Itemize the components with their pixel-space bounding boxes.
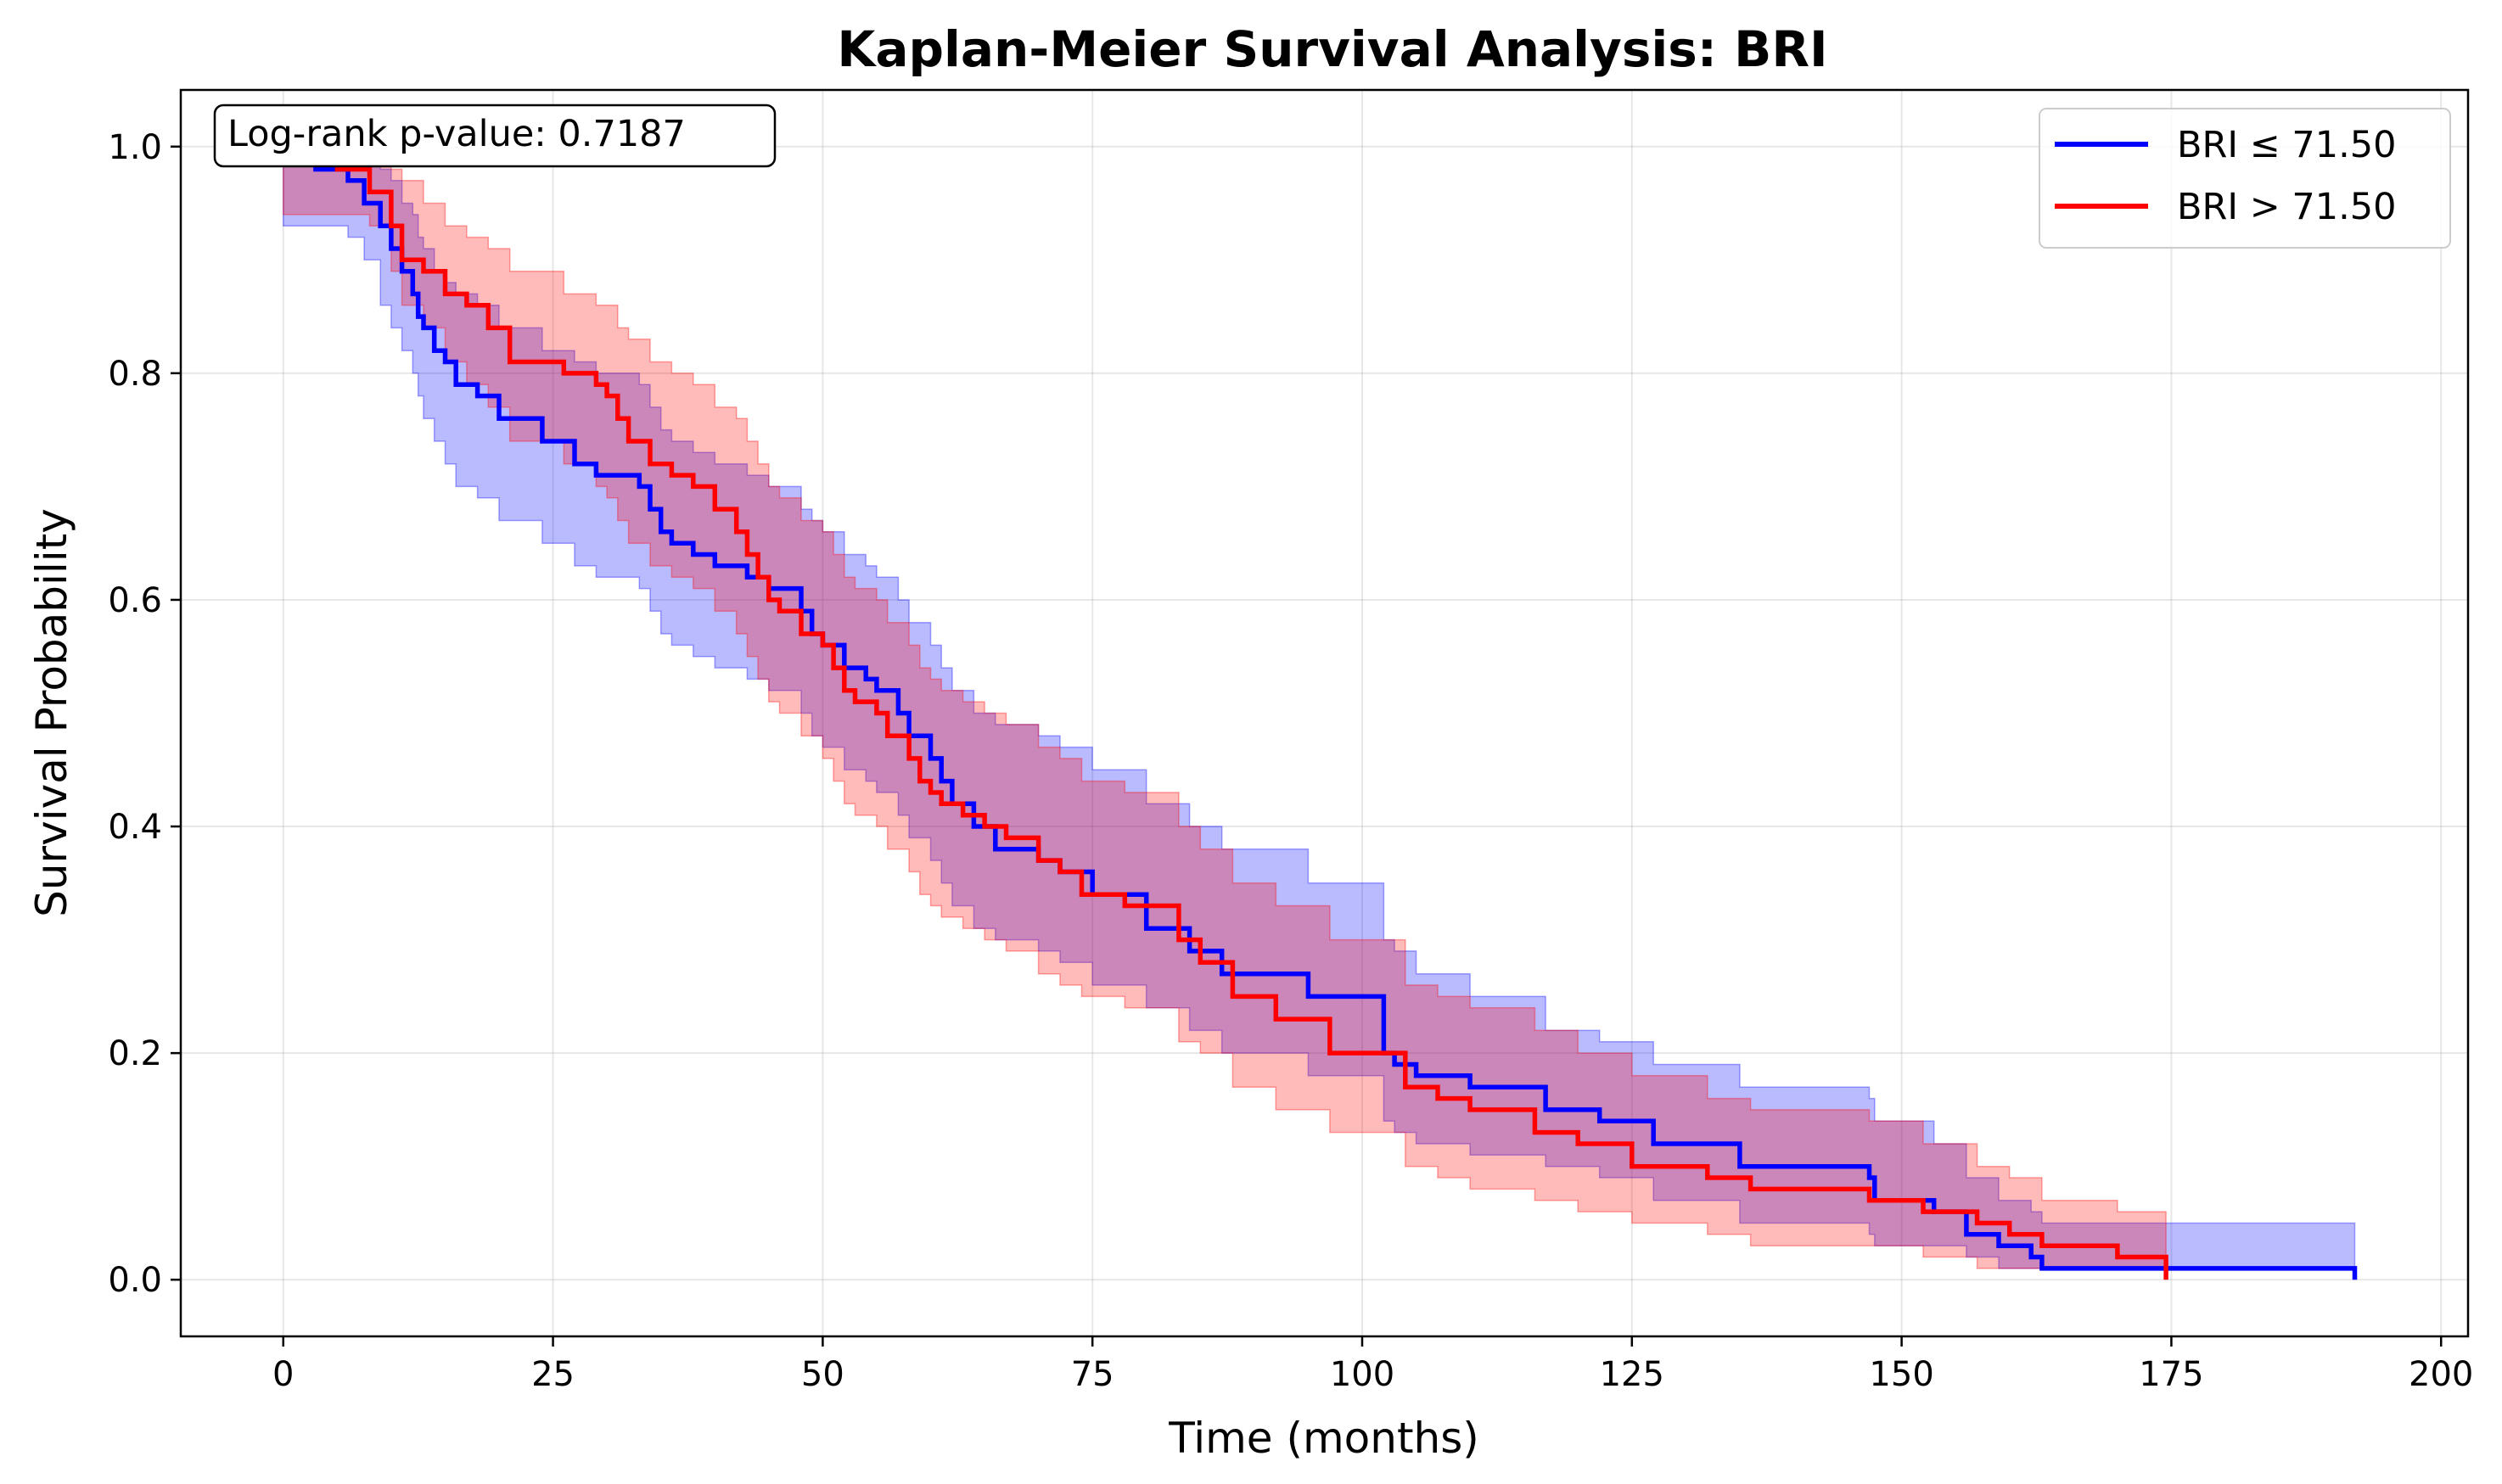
legend-label-series-0: BRI ≤ 71.50 — [2177, 124, 2397, 166]
y-axis-label: Survival Probability — [27, 508, 76, 917]
grid — [181, 90, 2468, 1336]
x-tick-label: 200 — [2409, 1355, 2473, 1394]
x-tick-label: 100 — [1330, 1355, 1394, 1394]
y-tick-label: 0.2 — [108, 1034, 162, 1073]
y-tick-label: 1.0 — [108, 128, 162, 167]
ci-band-series-1 — [283, 146, 2167, 1269]
confidence-bands — [283, 146, 2356, 1269]
ci-band-series-0 — [283, 146, 2356, 1269]
x-axis-label: Time (months) — [1168, 1414, 1479, 1463]
annotation-box — [213, 104, 777, 168]
y-tick-label: 0.4 — [108, 808, 162, 847]
survival-line-series-1 — [283, 144, 2168, 1280]
axes-frame — [179, 88, 2470, 1338]
chart-title: Kaplan-Meier Survival Analysis: BRI — [837, 20, 1827, 78]
survival-line-series-0 — [283, 144, 2358, 1280]
x-tick-label: 50 — [801, 1355, 844, 1394]
x-tick-label: 75 — [1071, 1355, 1114, 1394]
y-tick-label: 0.0 — [108, 1261, 162, 1300]
legend: BRI ≤ 71.50 BRI > 71.50 — [2039, 108, 2451, 249]
pvalue-annotation: Log-rank p-value: 0.7187 — [213, 104, 777, 168]
y-axis-ticks: 0.0 0.2 0.4 0.6 0.8 1.0 — [108, 128, 181, 1300]
x-tick-label: 150 — [1869, 1355, 1933, 1394]
x-axis-ticks: 0 25 50 75 100 125 150 175 200 — [272, 1336, 2473, 1394]
y-tick-label: 0.6 — [108, 581, 162, 620]
x-tick-label: 25 — [531, 1355, 575, 1394]
plot-area — [181, 90, 2468, 1336]
legend-label-series-1: BRI > 71.50 — [2177, 186, 2397, 228]
x-tick-label: 125 — [1600, 1355, 1664, 1394]
survival-curves — [283, 144, 2358, 1280]
x-tick-label: 0 — [272, 1355, 294, 1394]
x-tick-label: 175 — [2139, 1355, 2203, 1394]
annotation-text: Log-rank p-value: 0.7187 — [227, 113, 686, 155]
y-tick-label: 0.8 — [108, 355, 162, 394]
